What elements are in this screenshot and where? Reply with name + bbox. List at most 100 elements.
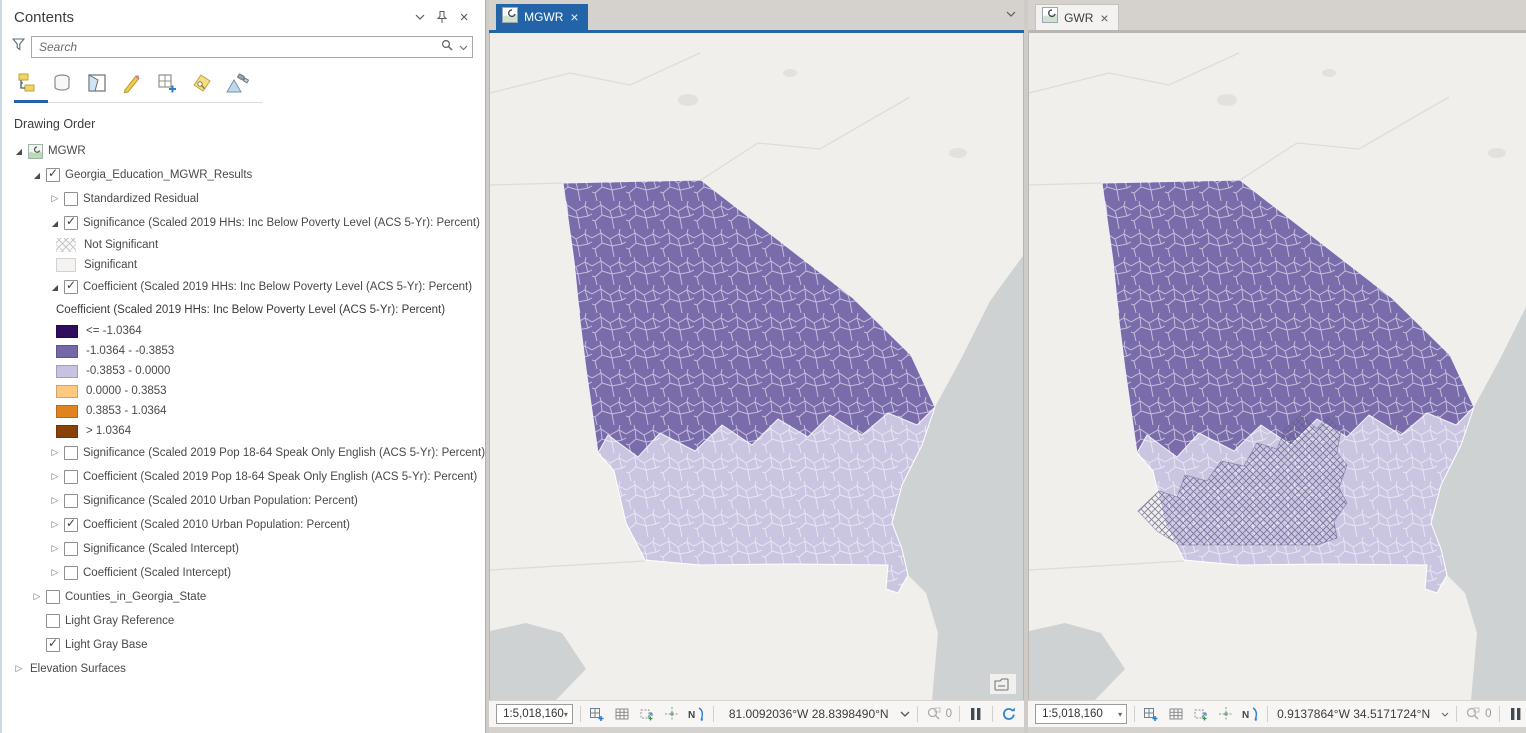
expand-icon[interactable]: ▷: [51, 568, 59, 578]
tab-gwr[interactable]: GWR ×: [1035, 4, 1119, 30]
search-icon[interactable]: [441, 38, 453, 56]
expand-icon[interactable]: ▷: [51, 496, 59, 506]
expand-icon[interactable]: ▷: [51, 194, 59, 204]
legend-title-row[interactable]: Coefficient (Scaled 2019 HHs: Inc Below …: [8, 299, 485, 321]
collapse-icon[interactable]: ◢: [51, 282, 59, 292]
tab-close-icon[interactable]: ×: [570, 9, 579, 25]
map-splitter[interactable]: [1024, 0, 1029, 733]
layer-visibility-checkbox[interactable]: ✓: [46, 166, 60, 182]
layer-row[interactable]: ▷ Significance (Scaled Intercept): [8, 537, 485, 561]
expand-icon[interactable]: ▷: [51, 448, 59, 458]
chevron-down-icon[interactable]: [459, 38, 468, 56]
expand-icon[interactable]: ▷: [15, 664, 23, 674]
snapping-icon[interactable]: [663, 705, 681, 723]
refresh-icon[interactable]: [1000, 705, 1018, 723]
list-by-selection-icon[interactable]: [84, 70, 110, 96]
selection-tools-icon[interactable]: [1192, 705, 1210, 723]
selection-tools-icon[interactable]: [638, 705, 656, 723]
north-arrow-icon[interactable]: N: [688, 705, 706, 723]
layer-row[interactable]: ▷ Significance (Scaled 2010 Urban Populat…: [8, 489, 485, 513]
layer-row[interactable]: ▷ Elevation Surfaces: [8, 657, 485, 681]
legend-swatch[interactable]: [56, 238, 76, 252]
layer-row[interactable]: ◢ ✓ Georgia_Education_MGWR_Results: [8, 163, 485, 187]
list-by-drawing-order-icon[interactable]: [14, 70, 40, 96]
list-by-data-source-icon[interactable]: [49, 70, 75, 96]
chevron-down-icon[interactable]: [409, 7, 431, 27]
layer-visibility-checkbox[interactable]: [64, 566, 78, 580]
map-view-mgwr[interactable]: [489, 33, 1025, 700]
map-view-gwr[interactable]: [1028, 33, 1526, 700]
panel-splitter[interactable]: [486, 0, 490, 733]
legend-swatch-row[interactable]: -0.3853 - 0.0000: [8, 361, 485, 381]
legend-swatch-row[interactable]: 0.3853 - 1.0364: [8, 401, 485, 421]
new-map-view-icon[interactable]: [1142, 705, 1160, 723]
layer-row[interactable]: ▷ Coefficient (Scaled 2019 Pop 18-64 Spea…: [8, 465, 485, 489]
list-by-snapping-icon[interactable]: [154, 70, 180, 96]
collapse-icon[interactable]: ◢: [51, 218, 59, 228]
layer-row[interactable]: ✓ Light Gray Base: [8, 633, 485, 657]
tab-mgwr[interactable]: MGWR ×: [496, 4, 588, 30]
list-by-labeling-icon[interactable]: [189, 70, 215, 96]
legend-swatch[interactable]: [56, 424, 78, 438]
legend-swatch-row[interactable]: > 1.0364: [8, 421, 485, 441]
layer-visibility-checkbox[interactable]: ✓: [46, 636, 60, 652]
legend-swatch[interactable]: [56, 404, 78, 418]
layer-row[interactable]: ◢ MGWR: [8, 139, 485, 163]
snapping-icon[interactable]: [1217, 705, 1235, 723]
collapse-icon[interactable]: ◢: [33, 170, 41, 180]
chevron-down-icon[interactable]: [900, 711, 910, 717]
filter-icon[interactable]: [11, 38, 26, 56]
layer-row[interactable]: Light Gray Reference: [8, 609, 485, 633]
layer-row[interactable]: ▷ Standardized Residual: [8, 187, 485, 211]
layer-row[interactable]: ▷ Coefficient (Scaled Intercept): [8, 561, 485, 585]
layer-visibility-checkbox[interactable]: [64, 542, 78, 556]
pause-drawing-icon[interactable]: [967, 705, 985, 723]
layer-row[interactable]: ◢ ✓ Significance (Scaled 2019 HHs: Inc Bel…: [8, 211, 485, 235]
expand-icon[interactable]: ▷: [33, 592, 41, 602]
legend-swatch-row[interactable]: -1.0364 - -0.3853: [8, 341, 485, 361]
pin-icon[interactable]: [431, 7, 453, 27]
expand-icon[interactable]: ▷: [51, 472, 59, 482]
layer-row[interactable]: ▷ ✓ Coefficient (Scaled 2010 Urban Populat…: [8, 513, 485, 537]
layer-visibility-checkbox[interactable]: [46, 614, 60, 628]
attribute-table-icon[interactable]: [1167, 705, 1185, 723]
legend-swatch[interactable]: [56, 258, 76, 272]
attribute-table-icon[interactable]: [613, 705, 631, 723]
layer-visibility-checkbox[interactable]: ✓: [64, 214, 78, 230]
new-map-view-icon[interactable]: [588, 705, 606, 723]
layer-visibility-checkbox[interactable]: ✓: [64, 278, 78, 294]
scale-select[interactable]: 1:5,018,160 ▾: [1035, 704, 1128, 724]
scale-select[interactable]: 1:5,018,160 ▾: [496, 704, 573, 724]
north-arrow-icon[interactable]: N: [1242, 705, 1260, 723]
layer-visibility-checkbox[interactable]: [46, 590, 60, 604]
legend-swatch-row[interactable]: <= -1.0364: [8, 321, 485, 341]
layer-visibility-checkbox[interactable]: ✓: [64, 516, 78, 532]
coordinates-display[interactable]: 81.0092036°W 28.8398490°N: [728, 707, 889, 721]
layer-row[interactable]: ▷ Significance (Scaled 2019 Pop 18-64 Spe…: [8, 441, 485, 465]
layer-visibility-checkbox[interactable]: [64, 446, 78, 460]
legend-swatch[interactable]: [56, 324, 78, 338]
collapse-icon[interactable]: ◢: [15, 146, 23, 156]
list-by-perspective-icon[interactable]: [224, 70, 250, 96]
layer-visibility-checkbox[interactable]: [64, 494, 78, 508]
expand-icon[interactable]: ▷: [51, 544, 59, 554]
pane-menu-chevron-icon[interactable]: [1006, 4, 1016, 22]
expand-icon[interactable]: ▷: [51, 520, 59, 530]
layer-row[interactable]: ◢ ✓ Coefficient (Scaled 2019 HHs: Inc Belo…: [8, 275, 485, 299]
legend-swatch[interactable]: [56, 364, 78, 378]
legend-swatch-row[interactable]: Not Significant: [8, 235, 485, 255]
legend-swatch-row[interactable]: Significant: [8, 255, 485, 275]
layer-row[interactable]: ▷ Counties_in_Georgia_State: [8, 585, 485, 609]
legend-swatch[interactable]: [56, 344, 78, 358]
pause-drawing-icon[interactable]: [1507, 705, 1525, 723]
tab-close-icon[interactable]: ×: [1100, 9, 1109, 26]
search-input[interactable]: [39, 40, 442, 54]
map-overview-button[interactable]: [990, 674, 1017, 694]
close-icon[interactable]: ×: [459, 8, 469, 26]
coordinates-display[interactable]: 0.9137864°W 34.5171724°N: [1277, 707, 1431, 721]
chevron-down-icon[interactable]: [1441, 712, 1449, 717]
legend-swatch[interactable]: [56, 384, 78, 398]
layer-visibility-checkbox[interactable]: [64, 192, 78, 206]
layer-visibility-checkbox[interactable]: [64, 470, 78, 484]
list-by-editing-icon[interactable]: [119, 70, 145, 96]
